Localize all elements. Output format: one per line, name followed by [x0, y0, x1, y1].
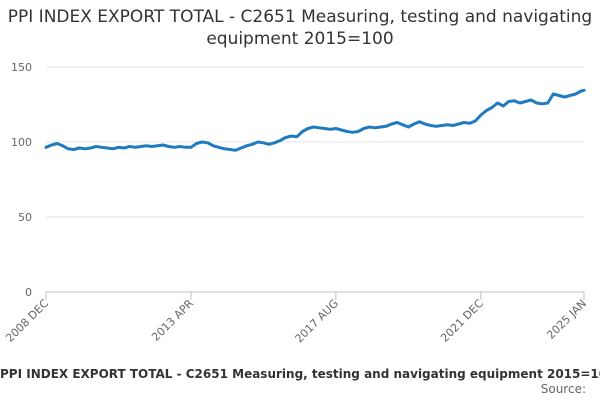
series-line[interactable]	[44, 88, 586, 152]
x-axis: 2008 DEC 2013 APR 2017 AUG 2021 DEC 2025 JAN	[3, 292, 589, 345]
y-tick-label: 50	[18, 211, 32, 224]
y-axis: 0 50 100 150	[11, 61, 32, 299]
x-tick-label: 2021 DEC	[438, 297, 486, 345]
x-tick-label: 2025 JAN	[544, 297, 589, 342]
y-tick-label: 100	[11, 136, 32, 149]
legend-item-label[interactable]: PPI INDEX EXPORT TOTAL - C2651 Measuring…	[0, 367, 600, 381]
y-tick-label: 150	[11, 61, 32, 74]
series-layer	[44, 88, 586, 152]
x-tick-label: 2013 APR	[149, 297, 196, 344]
source-label: Source:	[540, 382, 586, 396]
x-tick-label: 2017 AUG	[293, 297, 342, 346]
x-tick-label: 2008 DEC	[3, 297, 51, 345]
legend[interactable]: PPI INDEX EXPORT TOTAL - C2651 Measuring…	[0, 367, 600, 383]
gridlines	[46, 66, 584, 293]
chart-title: PPI INDEX EXPORT TOTAL - C2651 Measuring…	[7, 7, 593, 49]
y-tick-label: 0	[25, 286, 32, 299]
